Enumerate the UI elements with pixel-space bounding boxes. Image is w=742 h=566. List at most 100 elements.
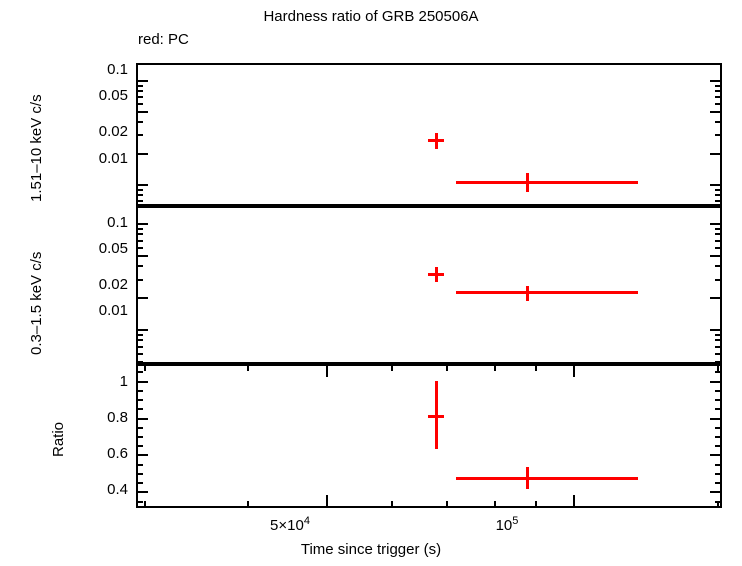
ytick-minor — [138, 371, 143, 373]
ytick-minor — [715, 436, 720, 438]
xtick-minor — [446, 501, 448, 506]
ylabel-soft-band: 0.3–1.5 keV c/s — [28, 251, 45, 355]
ytick-major — [138, 381, 148, 383]
ytick-minor — [138, 200, 143, 202]
ytick-major — [138, 184, 148, 186]
xtick-major — [326, 495, 328, 506]
errorbar-vertical — [526, 467, 529, 489]
ytick-label: 0.1 — [107, 214, 128, 231]
ytick-label: 0.6 — [107, 445, 128, 462]
xtick-minor — [144, 366, 146, 371]
ytick-major — [710, 418, 720, 420]
ytick-major — [138, 111, 148, 113]
ytick-minor — [715, 408, 720, 410]
xtick-minor — [717, 501, 719, 506]
ytick-label: 0.05 — [98, 240, 128, 257]
legend-label: red: PC — [138, 31, 189, 48]
ytick-label: 0.1 — [107, 61, 128, 78]
ytick-minor — [138, 399, 143, 401]
ytick-minor — [715, 390, 720, 392]
ytick-minor — [138, 96, 143, 98]
ytick-major — [138, 297, 148, 299]
ytick-minor — [138, 339, 143, 341]
ytick-minor — [138, 436, 143, 438]
ytick-label: 1 — [119, 373, 128, 390]
ytick-minor — [138, 427, 143, 429]
ytick-minor — [138, 90, 143, 92]
ytick-major — [710, 111, 720, 113]
xtick-minor — [494, 366, 496, 371]
ytick-major — [710, 184, 720, 186]
ytick-minor — [138, 194, 143, 196]
xtick-minor — [446, 366, 448, 371]
ylabel-ratio: Ratio — [50, 421, 67, 457]
xtick-label-5e4: 5×104 — [240, 515, 340, 534]
xtick-minor — [535, 501, 537, 506]
ytick-major — [710, 329, 720, 331]
ytick-major — [710, 80, 720, 82]
ytick-minor — [715, 353, 720, 355]
ytick-minor — [715, 464, 720, 466]
ytick-major — [710, 153, 720, 155]
ytick-minor — [138, 334, 143, 336]
ytick-major — [710, 454, 720, 456]
ytick-minor — [715, 240, 720, 242]
ytick-minor — [138, 103, 143, 105]
xtick-label-1e5: 105 — [457, 515, 557, 534]
ytick-minor — [138, 279, 143, 281]
ytick-label: 0.4 — [107, 481, 128, 498]
ytick-minor — [715, 445, 720, 447]
xtick-minor — [391, 366, 393, 371]
ytick-minor — [138, 346, 143, 348]
ytick-minor — [715, 339, 720, 341]
ytick-minor — [138, 473, 143, 475]
ytick-minor — [138, 464, 143, 466]
ytick-major — [710, 491, 720, 493]
ytick-minor — [715, 346, 720, 348]
ytick-minor — [138, 361, 143, 363]
ytick-minor — [138, 85, 143, 87]
ytick-minor — [715, 361, 720, 363]
ytick-major — [710, 223, 720, 225]
ytick-minor — [715, 103, 720, 105]
ytick-major — [710, 255, 720, 257]
xtick-minor — [144, 501, 146, 506]
xtick-exponent: 5 — [512, 515, 519, 527]
panel-ratio — [136, 364, 722, 508]
ytick-minor — [715, 265, 720, 267]
ytick-major — [138, 418, 148, 420]
ytick-minor — [138, 134, 143, 136]
errorbar-vertical — [526, 286, 529, 301]
ytick-minor — [138, 445, 143, 447]
ytick-major — [138, 454, 148, 456]
page-title: Hardness ratio of GRB 250506A — [263, 8, 479, 25]
ytick-label: 0.02 — [98, 123, 128, 140]
ytick-minor — [138, 265, 143, 267]
ylabel-hard-band: 1.51–10 keV c/s — [28, 94, 45, 202]
ytick-label: 0.01 — [98, 150, 128, 167]
errorbar-vertical — [435, 381, 438, 449]
ytick-minor — [715, 371, 720, 373]
ytick-minor — [715, 279, 720, 281]
ytick-minor — [138, 390, 143, 392]
ytick-minor — [715, 228, 720, 230]
errorbar-horizontal — [456, 291, 638, 294]
xtick-mantissa: 10 — [495, 517, 513, 534]
xtick-minor — [535, 366, 537, 371]
ytick-minor — [138, 408, 143, 410]
errorbar-vertical — [435, 133, 438, 149]
ytick-minor — [715, 482, 720, 484]
ytick-minor — [715, 334, 720, 336]
ytick-label: 0.05 — [98, 87, 128, 104]
ytick-minor — [138, 233, 143, 235]
ytick-minor — [138, 121, 143, 123]
ytick-minor — [715, 247, 720, 249]
ytick-minor — [715, 121, 720, 123]
ytick-label: 0.01 — [98, 302, 128, 319]
ytick-major — [138, 223, 148, 225]
ytick-minor — [715, 85, 720, 87]
xtick-exponent: 4 — [303, 515, 310, 527]
ytick-minor — [138, 228, 143, 230]
ytick-major — [138, 255, 148, 257]
